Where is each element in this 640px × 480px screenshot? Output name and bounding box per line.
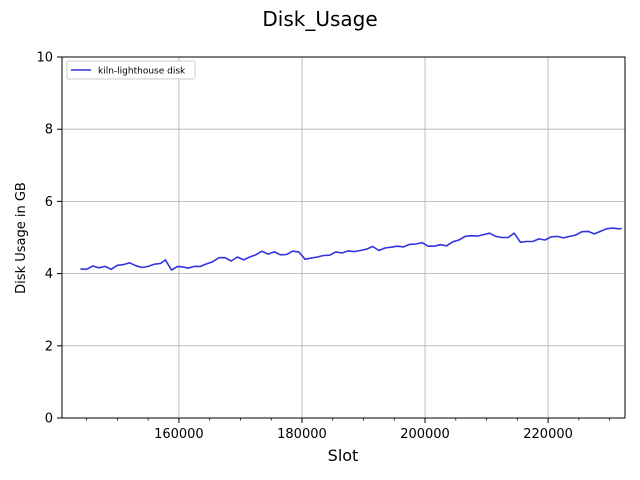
x-tick-label: 220000: [523, 427, 573, 442]
y-tick-label: 6: [45, 195, 53, 210]
x-axis-ticks: 160000 180000 200000 220000: [86, 418, 611, 442]
legend: kiln-lighthouse disk: [66, 60, 196, 80]
plot-frame: [61, 56, 626, 419]
x-axis-label: Slot: [328, 446, 359, 465]
series-layer: [80, 227, 622, 271]
y-tick-label: 10: [36, 51, 53, 66]
y-axis-ticks: 0 2 4 6 8 10: [36, 51, 62, 427]
y-tick-label: 4: [45, 267, 53, 282]
legend-entry: kiln-lighthouse disk: [98, 67, 186, 77]
y-tick-label: 0: [45, 412, 53, 427]
x-tick-label: 180000: [277, 427, 327, 442]
grid: [62, 56, 625, 419]
y-axis-label: Disk Usage in GB: [14, 182, 29, 294]
y-tick-label: 8: [45, 123, 53, 138]
legend-box: [66, 60, 196, 80]
y-tick-label: 2: [45, 339, 53, 354]
chart-title: Disk_Usage: [262, 7, 377, 31]
x-tick-label: 200000: [400, 427, 450, 442]
x-tick-label: 160000: [154, 427, 204, 442]
series-line: [80, 227, 622, 271]
